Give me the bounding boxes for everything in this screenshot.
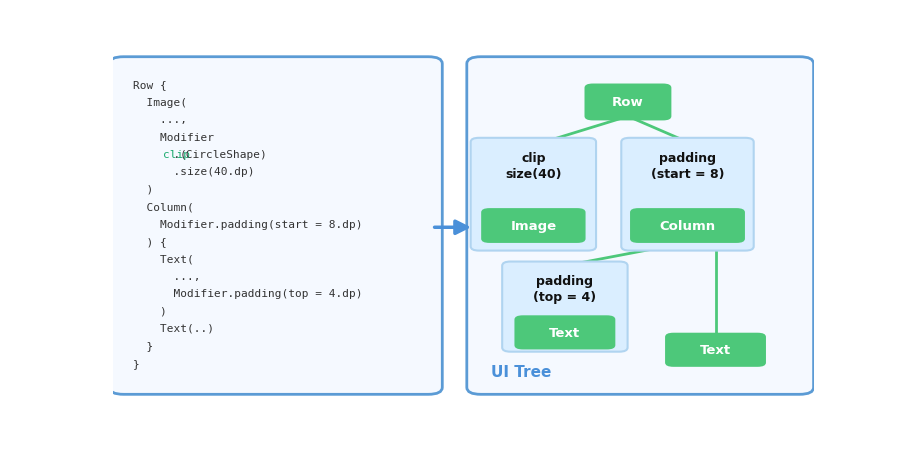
Text: Modifier: Modifier <box>133 132 213 142</box>
Text: ): ) <box>133 184 153 194</box>
Text: Column(: Column( <box>133 202 193 212</box>
Text: padding
(start = 8): padding (start = 8) <box>650 152 723 180</box>
FancyBboxPatch shape <box>584 84 671 121</box>
FancyBboxPatch shape <box>466 58 813 395</box>
Text: Image: Image <box>509 220 556 233</box>
Text: Image(: Image( <box>133 97 186 107</box>
FancyBboxPatch shape <box>480 209 585 244</box>
Text: clip: clip <box>163 150 190 160</box>
Text: Modifier.padding(top = 4.dp): Modifier.padding(top = 4.dp) <box>133 289 362 299</box>
Text: Text(..): Text(..) <box>133 323 213 333</box>
Text: Text: Text <box>699 344 731 356</box>
Text: ): ) <box>133 306 166 316</box>
Text: ...,: ..., <box>133 271 200 281</box>
FancyBboxPatch shape <box>470 138 595 251</box>
Text: (CircleShape): (CircleShape) <box>180 150 267 160</box>
FancyBboxPatch shape <box>629 209 744 244</box>
Text: Text(: Text( <box>133 254 193 264</box>
Text: ...,: ..., <box>133 115 186 125</box>
Text: Row: Row <box>611 96 643 109</box>
Text: Row {: Row { <box>133 80 166 90</box>
Text: ) {: ) { <box>133 236 166 246</box>
FancyBboxPatch shape <box>665 333 765 367</box>
FancyBboxPatch shape <box>502 262 627 352</box>
Text: padding
(top = 4): padding (top = 4) <box>533 275 596 304</box>
FancyBboxPatch shape <box>109 58 442 395</box>
Text: Column: Column <box>658 220 715 233</box>
Text: }: } <box>133 358 139 368</box>
FancyBboxPatch shape <box>514 316 615 350</box>
Text: clip
size(40): clip size(40) <box>505 152 561 180</box>
Text: .: . <box>133 150 180 160</box>
FancyBboxPatch shape <box>620 138 753 251</box>
Text: .size(40.dp): .size(40.dp) <box>133 167 254 177</box>
Text: }: } <box>133 341 153 350</box>
Text: Text: Text <box>549 326 580 339</box>
Text: Modifier.padding(start = 8.dp): Modifier.padding(start = 8.dp) <box>133 219 362 229</box>
Text: UI Tree: UI Tree <box>491 364 551 379</box>
